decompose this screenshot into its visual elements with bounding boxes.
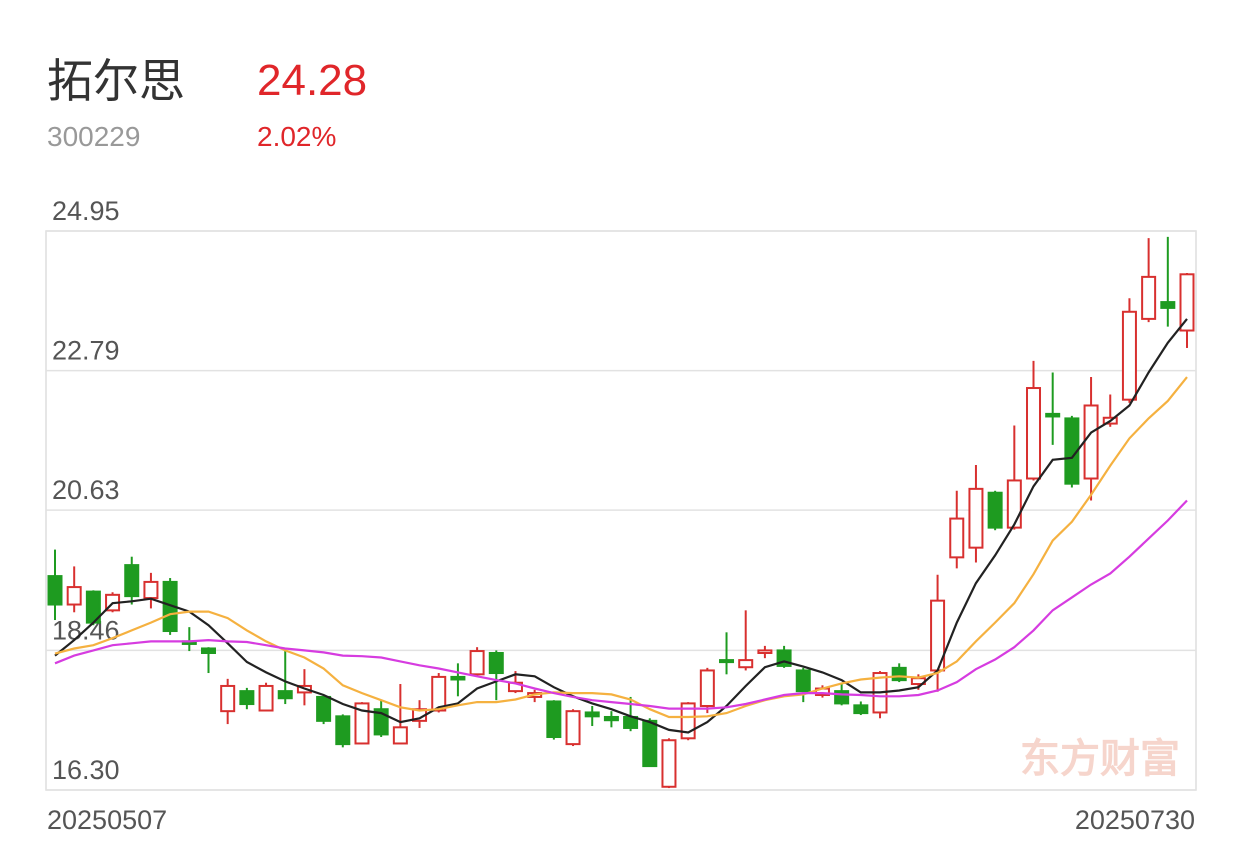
candle-body — [834, 690, 850, 705]
watermark: 东方财富 — [1020, 737, 1180, 781]
candle-body — [431, 675, 447, 712]
moving-average-line — [54, 499, 1188, 710]
candle-body — [738, 659, 754, 669]
candle-body — [220, 684, 236, 713]
candle-body — [143, 580, 159, 600]
candle-body — [565, 710, 581, 746]
candle-body — [661, 739, 677, 788]
candle-body — [239, 690, 255, 706]
candle-body — [795, 669, 811, 693]
candle-body — [316, 695, 332, 722]
candle-body — [354, 702, 370, 745]
candle-body — [968, 487, 984, 549]
candle-body — [392, 726, 408, 745]
candle-body — [1083, 404, 1099, 480]
y-tick-label: 22.79 — [52, 336, 120, 366]
candle-body — [469, 650, 485, 676]
y-tick-label: 16.30 — [52, 755, 120, 785]
x-tick-label: 20250507 — [47, 805, 167, 835]
candle-body — [335, 715, 351, 746]
candle-body — [124, 564, 140, 598]
candle-body — [949, 517, 965, 559]
stock-name: 拓尔思 — [47, 55, 185, 107]
y-tick-label: 24.95 — [52, 196, 120, 226]
candle-body — [1179, 273, 1195, 332]
moving-average-line — [54, 376, 1188, 719]
candle-body — [488, 651, 504, 675]
candle-body — [1141, 275, 1157, 320]
candle-body — [1006, 479, 1022, 529]
candle-body — [200, 647, 216, 654]
candle-body — [1045, 412, 1061, 418]
candle-body — [891, 666, 907, 682]
candle-body — [699, 669, 715, 707]
candle-body — [1121, 310, 1137, 401]
candle-body — [757, 649, 773, 654]
moving-average-line — [54, 318, 1188, 734]
candle-body — [642, 719, 658, 768]
candle-body — [1026, 387, 1042, 480]
candle-body — [853, 704, 869, 715]
candle-body — [66, 586, 82, 606]
candle-body — [47, 575, 63, 606]
candle-body — [987, 491, 1003, 529]
stock-code: 300229 — [47, 121, 140, 152]
price-change: 2.02% — [257, 121, 336, 152]
x-tick-label: 20250730 — [1075, 805, 1195, 835]
stock-price: 24.28 — [257, 56, 367, 105]
candle-body — [258, 684, 274, 712]
candle-body — [603, 715, 619, 722]
candle-body — [546, 700, 562, 739]
y-tick-label: 20.63 — [52, 475, 120, 505]
candle-body — [1160, 301, 1176, 309]
candle-body — [450, 675, 466, 681]
candle-body — [277, 690, 293, 700]
candle-body — [719, 659, 735, 664]
candle-body — [584, 711, 600, 718]
